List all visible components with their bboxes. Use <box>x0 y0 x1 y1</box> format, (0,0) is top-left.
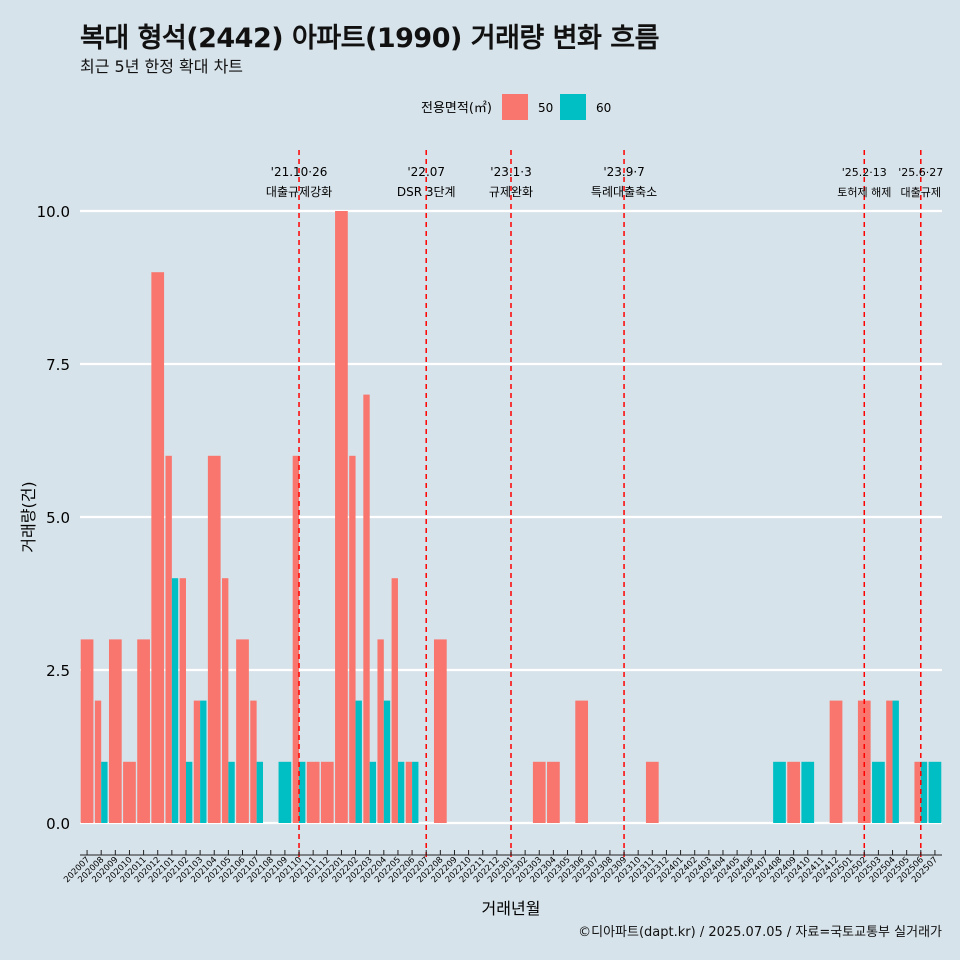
event-name-label: 규제완화 <box>489 185 533 199</box>
legend-title: 전용면적(㎡) <box>421 101 492 116</box>
event-date-label: '23.1·3 <box>490 165 531 179</box>
source-caption: ©디아파트(dapt.kr) / 2025.07.05 / 자료=국토교통부 실… <box>578 925 942 940</box>
event-date-label: '25.6·27 <box>898 166 943 179</box>
event-date-label: '25.2·13 <box>842 166 887 179</box>
event-date-label: '23.9·7 <box>603 165 644 179</box>
event-name-label: 특례대출축소 <box>591 185 657 199</box>
bar-50 <box>433 639 447 823</box>
bar-60 <box>171 578 179 823</box>
bar-50 <box>547 761 560 823</box>
bar-50 <box>236 639 249 823</box>
event-name-label: DSR 3단계 <box>397 185 456 199</box>
chart-title: 복대 형석(2442) 아파트(1990) 거래량 변화 흐름 <box>80 23 659 54</box>
bar-50 <box>349 455 356 823</box>
bar-50 <box>857 700 871 823</box>
bar-60 <box>256 761 263 823</box>
bar-60 <box>383 700 391 823</box>
legend-label-60: 60 <box>596 101 611 115</box>
bar-50 <box>108 639 122 823</box>
bar-50 <box>193 700 201 823</box>
y-tick-label: 10.0 <box>37 203 70 221</box>
y-axis-title: 거래량(건) <box>19 481 38 552</box>
bar-50 <box>829 700 843 823</box>
bar-50 <box>306 761 320 823</box>
bar-50 <box>222 578 229 823</box>
y-tick-label: 0.0 <box>46 815 70 833</box>
bar-50 <box>94 700 102 823</box>
bar-50 <box>165 455 172 823</box>
bar-50 <box>207 455 221 823</box>
bar-50 <box>292 455 300 823</box>
bar-60 <box>185 761 193 823</box>
legend-label-50: 50 <box>538 101 553 115</box>
bar-50 <box>377 639 384 823</box>
legend-swatch-50 <box>502 94 528 120</box>
bar-60 <box>801 761 815 823</box>
event-name-label: 토허제 해제 <box>837 185 891 199</box>
bar-50 <box>405 761 413 823</box>
bar-50 <box>250 700 257 823</box>
y-tick-label: 5.0 <box>46 509 70 527</box>
bar-50 <box>363 394 370 823</box>
bar-50 <box>137 639 150 823</box>
bar-60 <box>872 761 885 823</box>
bar-60 <box>892 700 899 823</box>
bar-60 <box>228 761 235 823</box>
bar-50 <box>151 272 165 823</box>
bar-60 <box>200 700 207 823</box>
bar-50 <box>80 639 94 823</box>
bar-50 <box>532 761 546 823</box>
y-tick-label: 2.5 <box>46 662 70 680</box>
bar-60 <box>369 761 377 823</box>
bar-60 <box>355 700 362 823</box>
bar-50 <box>179 578 186 823</box>
bar-60 <box>920 761 928 823</box>
bar-60 <box>299 761 306 823</box>
bar-60 <box>101 761 108 823</box>
bar-50 <box>645 761 659 823</box>
bar-60 <box>928 761 942 823</box>
event-name-label: 대출규제 <box>901 186 941 199</box>
bar-50 <box>123 761 136 823</box>
event-name-label: 대출규제강화 <box>266 185 332 199</box>
bar-50 <box>335 211 348 823</box>
event-date-label: '22.07 <box>407 165 445 179</box>
bar-60 <box>412 761 419 823</box>
legend-swatch-60 <box>560 94 586 120</box>
bar-60 <box>278 761 292 823</box>
bar-50 <box>914 761 921 823</box>
bar-50 <box>886 700 893 823</box>
bar-50 <box>787 761 800 823</box>
legend: 전용면적(㎡) 50 60 <box>421 94 611 120</box>
bar-50 <box>575 700 589 823</box>
event-date-label: '21.10·26 <box>271 165 328 179</box>
bar-60 <box>397 761 405 823</box>
bar-50 <box>391 578 398 823</box>
bar-60 <box>773 761 786 823</box>
y-tick-label: 7.5 <box>46 356 70 374</box>
chart-subtitle: 최근 5년 한정 확대 차트 <box>80 57 244 76</box>
bar-50 <box>320 761 334 823</box>
x-axis-title: 거래년월 <box>482 899 541 918</box>
